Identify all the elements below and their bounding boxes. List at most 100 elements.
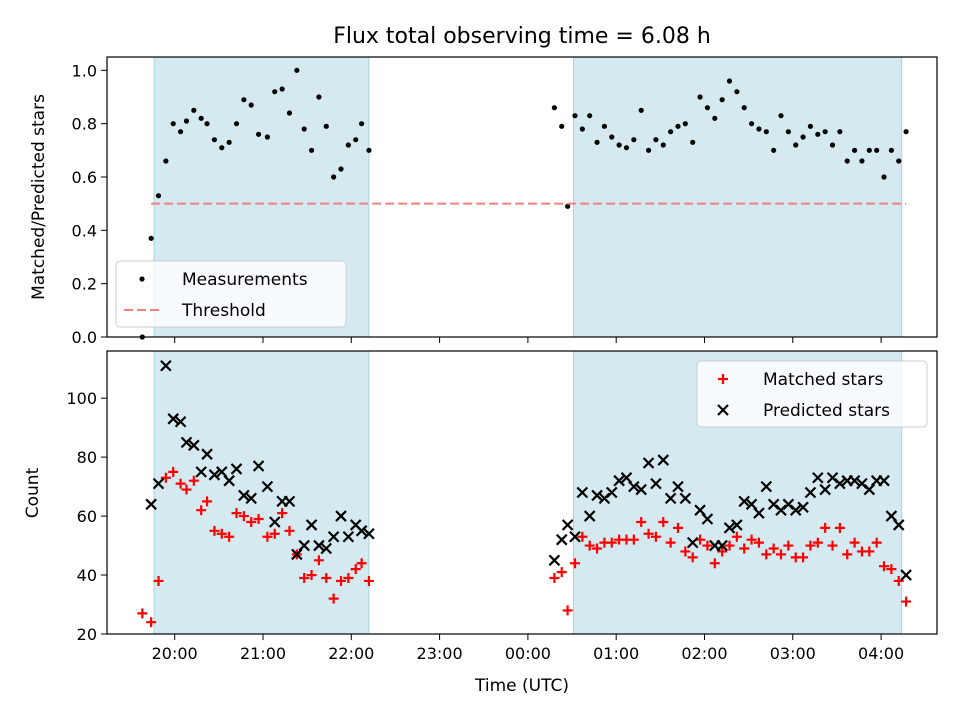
bottom-x-point-5 xyxy=(180,436,193,449)
bottom-plus-point-13 xyxy=(231,508,242,519)
top-dot-point-27 xyxy=(338,166,344,172)
top-y-tick-label-5: 1.0 xyxy=(72,61,97,80)
top-dot-point-9 xyxy=(204,121,210,127)
bottom-plus-point-3 xyxy=(160,472,171,483)
bottom-y-tick-label-3: 80 xyxy=(77,448,97,467)
bottom-x-point-52 xyxy=(701,513,714,525)
bottom-plus-point-40 xyxy=(606,537,617,548)
top-dot-point-47 xyxy=(660,142,666,148)
top-dot-point-6 xyxy=(183,118,190,124)
bottom-plus-point-45 xyxy=(643,528,654,539)
bottom-legend-box xyxy=(696,360,928,428)
bottom-x-point-37 xyxy=(591,489,603,502)
top-dot-point-37 xyxy=(587,113,593,119)
top-dot-point-19 xyxy=(279,86,285,92)
bottom-x-point-12 xyxy=(230,463,243,475)
bottom-plus-point-54 xyxy=(709,558,720,569)
x-tick-label-4: 00:00 xyxy=(505,644,551,663)
top-dot-point-34 xyxy=(565,203,571,209)
bottom-x-point-6 xyxy=(188,439,200,452)
bottom-plus-point-46 xyxy=(650,531,661,542)
top-dot-point-62 xyxy=(771,147,777,153)
x-tick-label-7: 03:00 xyxy=(770,644,816,663)
top-dot-point-50 xyxy=(682,121,688,127)
top-dot-point-59 xyxy=(748,121,755,127)
bottom-plus-point-34 xyxy=(562,605,573,616)
bottom-x-point-0 xyxy=(145,498,157,511)
bottom-x-point-29 xyxy=(355,525,368,537)
bottom-shaded-interval-0 xyxy=(153,350,370,635)
bottom-x-point-3 xyxy=(167,413,180,425)
top-dot-point-41 xyxy=(616,142,622,148)
top-y-tick-label-0: 0.0 xyxy=(72,328,97,347)
top-dot-point-69 xyxy=(822,129,828,135)
bottom-x-point-13 xyxy=(238,489,250,502)
x-tick-label-8: 04:00 xyxy=(858,644,904,663)
bottom-x-point-60 xyxy=(760,480,773,493)
top-dot-point-3 xyxy=(163,158,169,164)
bottom-plus-point-66 xyxy=(798,552,809,563)
top-dot-point-67 xyxy=(807,123,814,129)
bottom-legend: Matched stars Predicted stars xyxy=(696,360,928,428)
top-dot-point-68 xyxy=(815,131,821,137)
bottom-plus-point-62 xyxy=(768,543,779,554)
bottom-plus-point-28 xyxy=(343,572,354,583)
bottom-x-point-79 xyxy=(900,569,912,581)
top-dot-point-52 xyxy=(697,94,703,100)
bottom-x-point-21 xyxy=(298,539,310,552)
top-axes-frame xyxy=(106,56,938,338)
top-dot-point-2 xyxy=(155,193,162,199)
bottom-x-point-50 xyxy=(686,536,699,549)
top-dot-point-25 xyxy=(323,123,329,129)
bottom-x-point-26 xyxy=(335,510,347,522)
bottom-plus-point-60 xyxy=(753,537,764,548)
bottom-plus-point-9 xyxy=(202,496,213,507)
bottom-plus-point-19 xyxy=(277,508,288,519)
top-dot-point-65 xyxy=(793,142,799,148)
bottom-y-tick-label-4: 100 xyxy=(66,389,97,408)
bottom-plus-point-26 xyxy=(328,593,339,604)
x-tick-label-3: 23:00 xyxy=(417,644,463,663)
bottom-plus-point-61 xyxy=(761,549,772,560)
bottom-plus-point-33 xyxy=(556,567,567,578)
bottom-plus-point-15 xyxy=(246,516,257,527)
bottom-plus-point-79 xyxy=(893,575,904,586)
bottom-plus-point-55 xyxy=(717,546,728,557)
x-axis-label: Time (UTC) xyxy=(474,676,569,696)
bottom-x-point-24 xyxy=(320,542,333,555)
bottom-x-point-70 xyxy=(834,477,846,490)
bottom-plus-point-30 xyxy=(356,558,367,569)
legend-dot-marker xyxy=(139,276,145,282)
bottom-series-1 xyxy=(145,359,912,581)
bottom-plus-point-25 xyxy=(321,572,332,583)
bottom-x-point-32 xyxy=(555,533,568,546)
bottom-plus-point-77 xyxy=(879,561,890,572)
legend-label-bottom-0: Matched stars xyxy=(763,370,883,390)
top-dot-point-54 xyxy=(712,115,718,121)
top-panel: 0.0 0.2 0.4 0.6 0.8 1.0 Measurements Threshold xyxy=(72,56,938,347)
bottom-plus-point-44 xyxy=(636,516,647,527)
top-dot-point-30 xyxy=(358,121,365,127)
top-dot-point-76 xyxy=(874,147,880,153)
bottom-plus-point-58 xyxy=(739,543,750,554)
bottom-y-tick-label-2: 60 xyxy=(77,507,97,526)
bottom-plus-point-23 xyxy=(306,570,317,581)
bottom-plus-point-72 xyxy=(842,549,853,560)
bottom-plus-point-37 xyxy=(584,540,595,551)
top-dot-point-15 xyxy=(248,102,254,108)
bottom-plus-point-12 xyxy=(224,531,235,542)
bottom-plus-point-76 xyxy=(871,537,882,548)
bottom-x-point-72 xyxy=(848,474,861,487)
top-dot-point-5 xyxy=(177,129,184,135)
bottom-plus-point-80 xyxy=(901,596,912,607)
bottom-x-point-17 xyxy=(268,516,281,528)
bottom-plus-point-24 xyxy=(313,555,324,566)
top-dot-point-74 xyxy=(859,158,865,164)
bottom-plus-point-22 xyxy=(299,572,310,583)
bottom-x-point-8 xyxy=(201,448,213,460)
top-dot-point-35 xyxy=(572,113,578,119)
bottom-plus-point-57 xyxy=(731,531,742,542)
bottom-x-point-54 xyxy=(716,539,728,552)
top-dot-point-45 xyxy=(645,147,652,153)
bottom-x-point-40 xyxy=(613,474,625,487)
